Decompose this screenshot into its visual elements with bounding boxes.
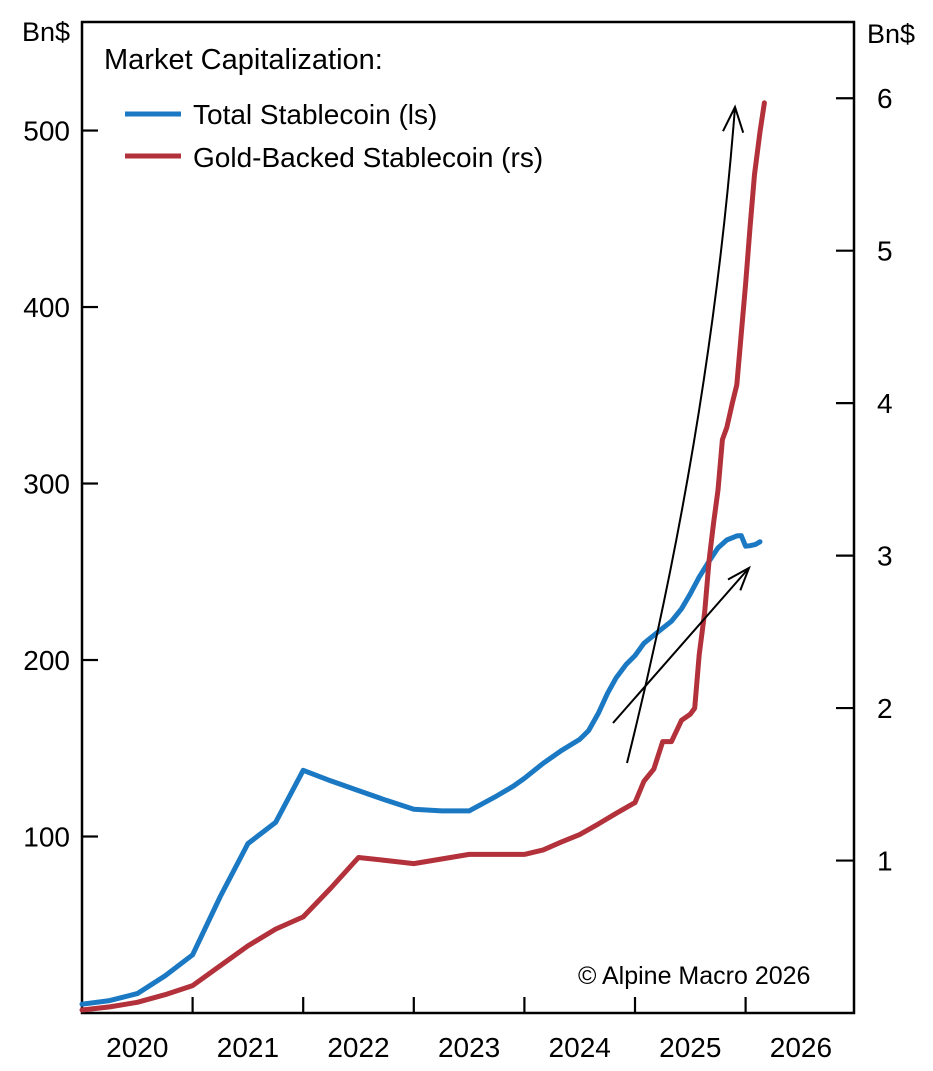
left-axis-tick-label: 400 [23, 292, 70, 323]
right-axis-tick-label: 4 [877, 388, 893, 419]
diagonal-up-arrow-shaft [612, 567, 750, 724]
series-lines [79, 100, 767, 1013]
right-axis-tick-label: 3 [877, 541, 893, 572]
right-axis-tick-label: 2 [877, 693, 893, 724]
axis-ticks: 500 400 300 200 100 6 5 4 3 2 1 2020 2021 2022 2023 202… [23, 83, 892, 1063]
x-axis-year-label: 2021 [217, 1032, 279, 1063]
left-axis-tick-label: 200 [23, 645, 70, 676]
x-axis-year-label: 2025 [659, 1032, 721, 1063]
x-axis-year-label: 2026 [770, 1032, 832, 1063]
left-axis-tick-label: 300 [23, 469, 70, 500]
steep-up-arrow-shaft [626, 106, 736, 764]
x-axis-year-label: 2024 [549, 1032, 611, 1063]
right-axis-tick-label: 6 [877, 83, 893, 114]
gold-stablecoin-legend-label: Gold-Backed Stablecoin (rs) [193, 142, 543, 173]
total-stablecoin-line [79, 533, 763, 1007]
left-axis-unit-label: Bn$ [22, 17, 70, 47]
copyright-note: © Alpine Macro 2026 [578, 962, 810, 990]
right-axis-tick-label: 1 [877, 846, 893, 877]
diagonal-up-arrow-head [727, 565, 751, 591]
steep-up-arrow-head [722, 104, 745, 134]
plot-border [80, 20, 856, 1015]
x-axis-year-label: 2023 [438, 1032, 500, 1063]
x-axis-year-label: 2022 [327, 1032, 389, 1063]
x-axis-year-label: 2020 [106, 1032, 168, 1063]
chart-title: Market Capitalization: [104, 44, 383, 76]
right-axis-unit-label: Bn$ [867, 19, 915, 49]
left-axis-tick-label: 500 [23, 116, 70, 147]
annotation-arrows [612, 104, 751, 764]
total-stablecoin-legend-label: Total Stablecoin (ls) [193, 99, 437, 130]
legend: Total Stablecoin (ls) Gold-Backed Stable… [125, 99, 543, 173]
gold-backed-stablecoin-line [79, 100, 767, 1013]
left-axis-tick-label: 100 [23, 822, 70, 853]
right-axis-tick-label: 5 [877, 236, 893, 267]
